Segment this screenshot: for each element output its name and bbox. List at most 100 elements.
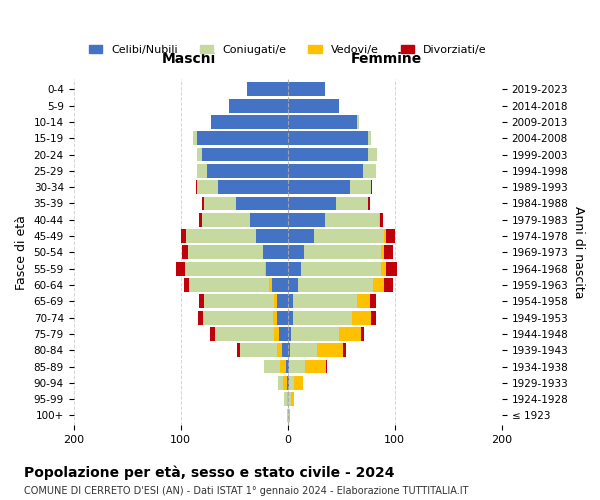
Bar (287, 164, 376, 178)
Bar (238, 344, 287, 357)
Bar (239, 344, 287, 357)
Bar (287, 180, 371, 194)
Bar (287, 229, 386, 243)
Bar (280, 360, 287, 374)
Bar (218, 180, 287, 194)
Bar (287, 360, 326, 374)
Bar (287, 132, 368, 145)
Bar (287, 115, 359, 129)
Bar (265, 262, 287, 276)
Bar (287, 392, 294, 406)
Bar (287, 82, 325, 96)
Bar (287, 310, 293, 324)
Bar (287, 180, 371, 194)
Text: Femmine: Femmine (350, 52, 422, 66)
Bar (287, 164, 376, 178)
Bar (287, 294, 370, 308)
Bar (176, 262, 287, 276)
Bar (287, 360, 289, 374)
Bar (287, 98, 339, 112)
Bar (211, 115, 287, 129)
Bar (182, 246, 287, 260)
Bar (250, 213, 287, 226)
Y-axis label: Fasce di età: Fasce di età (15, 215, 28, 290)
Bar (236, 196, 287, 210)
Bar (287, 310, 371, 324)
Bar (211, 115, 287, 129)
Bar (287, 262, 386, 276)
Bar (199, 294, 287, 308)
Bar (287, 115, 359, 129)
Bar (287, 327, 339, 341)
Bar (287, 164, 362, 178)
Bar (287, 262, 301, 276)
Bar (218, 180, 287, 194)
Bar (287, 344, 346, 357)
Bar (198, 310, 287, 324)
Bar (287, 392, 294, 406)
Bar (287, 115, 359, 129)
Bar (203, 310, 287, 324)
Bar (229, 98, 287, 112)
Bar (283, 376, 287, 390)
Text: COMUNE DI CERRETO D'ESI (AN) - Dati ISTAT 1° gennaio 2024 - Elaborazione TUTTITA: COMUNE DI CERRETO D'ESI (AN) - Dati ISTA… (24, 486, 469, 496)
Bar (196, 180, 287, 194)
Y-axis label: Anni di nascita: Anni di nascita (572, 206, 585, 298)
Bar (202, 148, 287, 162)
Bar (287, 98, 339, 112)
Bar (287, 392, 291, 406)
Bar (287, 148, 377, 162)
Bar (287, 98, 339, 112)
Bar (287, 294, 293, 308)
Text: Popolazione per età, sesso e stato civile - 2024: Popolazione per età, sesso e stato civil… (24, 466, 395, 480)
Bar (181, 229, 287, 243)
Bar (215, 327, 287, 341)
Bar (229, 98, 287, 112)
Bar (278, 376, 287, 390)
Bar (188, 246, 287, 260)
Bar (287, 132, 371, 145)
Bar (287, 294, 376, 308)
Bar (208, 164, 287, 178)
Bar (197, 148, 287, 162)
Bar (287, 408, 290, 422)
Bar (197, 180, 287, 194)
Bar (197, 164, 287, 178)
Bar (263, 246, 287, 260)
Bar (287, 376, 294, 390)
Bar (287, 98, 339, 112)
Bar (287, 213, 380, 226)
Bar (202, 196, 287, 210)
Bar (287, 278, 392, 292)
Bar (209, 327, 287, 341)
Bar (286, 360, 287, 374)
Bar (273, 310, 287, 324)
Bar (287, 327, 361, 341)
Bar (247, 82, 287, 96)
Text: Maschi: Maschi (162, 52, 217, 66)
Bar (287, 246, 392, 260)
Bar (287, 229, 384, 243)
Bar (287, 376, 302, 390)
Bar (287, 213, 325, 226)
Bar (236, 196, 287, 210)
Bar (184, 278, 287, 292)
Bar (287, 180, 350, 194)
Bar (287, 310, 376, 324)
Bar (287, 132, 371, 145)
Bar (204, 196, 287, 210)
Bar (277, 344, 287, 357)
Bar (193, 132, 287, 145)
Bar (274, 294, 287, 308)
Bar (287, 360, 305, 374)
Bar (202, 148, 287, 162)
Bar (287, 196, 368, 210)
Bar (287, 246, 304, 260)
Bar (287, 148, 377, 162)
Bar (287, 196, 336, 210)
Bar (189, 278, 287, 292)
Bar (287, 344, 343, 357)
Bar (269, 278, 287, 292)
Bar (256, 229, 287, 243)
Bar (287, 213, 383, 226)
